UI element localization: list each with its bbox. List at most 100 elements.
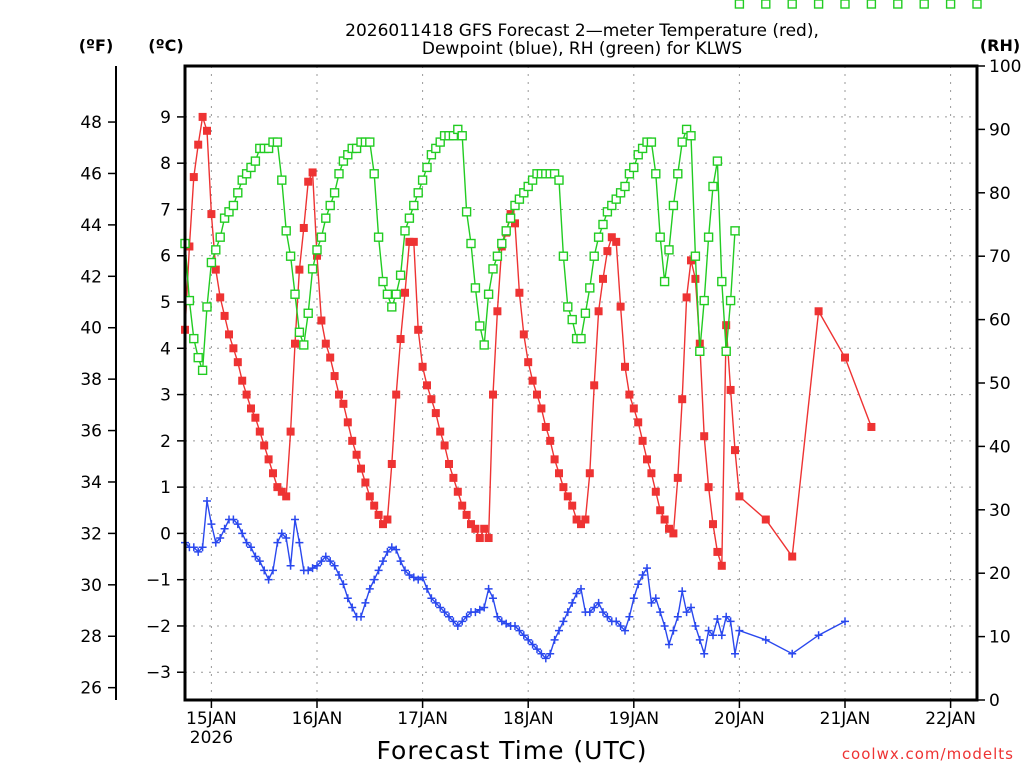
fahrenheit-tick-label: 36 — [80, 422, 102, 442]
rh-point — [554, 175, 564, 185]
temperature-point — [233, 358, 242, 367]
temperature-point — [203, 126, 211, 135]
rh-unit-label: (RH) — [980, 36, 1020, 55]
dewpoint-point — [559, 617, 568, 626]
temperature-point — [365, 492, 374, 501]
dewpoint-point — [427, 594, 436, 603]
rh-point — [365, 137, 375, 147]
series-line-rh — [184, 127, 736, 371]
dewpoint-point — [629, 594, 638, 603]
temperature-point — [374, 510, 383, 519]
fahrenheit-tick-label: 32 — [80, 524, 102, 544]
dewpoint-point — [515, 626, 524, 635]
dewpoint-point — [722, 612, 731, 621]
dewpoint-point — [841, 617, 849, 626]
dewpoint-point — [277, 529, 286, 538]
celsius-tick-label: −3 — [146, 663, 171, 683]
temperature-point — [625, 390, 634, 399]
rh-point — [250, 156, 261, 166]
x-tick-label: 17JAN — [397, 709, 448, 729]
temperature-point — [423, 381, 431, 390]
dewpoint-point — [682, 608, 691, 617]
rh-tick-label: 60 — [989, 311, 1011, 331]
dewpoint-point — [695, 635, 704, 644]
temperature-point — [269, 469, 277, 478]
temperature-point — [308, 168, 317, 177]
dewpoint-point — [665, 640, 673, 649]
temperature-point — [709, 520, 717, 529]
dewpoint-point — [519, 631, 528, 640]
rh-point — [369, 169, 379, 179]
fahrenheit-tick-label: 30 — [80, 576, 102, 596]
dewpoint-point — [471, 608, 480, 617]
temperature-point — [735, 492, 744, 501]
rh-point — [488, 264, 498, 274]
temperature-point — [572, 515, 581, 524]
temperature-point — [326, 353, 335, 362]
temperature-point — [660, 515, 669, 524]
temperature-point — [453, 487, 462, 496]
rh-point — [197, 365, 208, 376]
rh-tick-label: 40 — [989, 437, 1011, 457]
celsius-tick-label: −1 — [146, 571, 171, 591]
dewpoint-point — [343, 594, 352, 603]
dewpoint-point — [678, 587, 687, 596]
rh-point — [813, 0, 824, 9]
temperature-point — [387, 459, 396, 468]
rh-point — [457, 131, 467, 141]
dewpoint-point — [621, 626, 629, 635]
temperature-point — [255, 427, 264, 436]
celsius-tick-label: 9 — [160, 108, 171, 128]
dewpoint-point — [616, 621, 625, 630]
dewpoint-point — [691, 621, 700, 630]
rh-tick-label: 20 — [989, 564, 1011, 584]
temperature-point — [431, 409, 440, 418]
dewpoint-point — [475, 605, 484, 614]
rh-point — [373, 232, 384, 242]
temperature-point — [607, 233, 616, 242]
temperature-point — [409, 237, 418, 246]
temperature-point — [568, 501, 577, 510]
rh-point — [206, 257, 217, 268]
celsius-unit-label: (ºC) — [148, 36, 183, 55]
rh-point — [211, 245, 221, 255]
rh-point — [840, 0, 850, 9]
dewpoint-point — [462, 612, 471, 621]
rh-tick-label: 70 — [989, 247, 1011, 267]
rh-point — [580, 308, 591, 318]
rh-point — [690, 251, 701, 261]
rh-point — [708, 181, 718, 192]
temperature-point — [414, 325, 423, 334]
fahrenheit-tick-label: 34 — [80, 473, 102, 493]
dewpoint-point — [453, 621, 462, 630]
dewpoint-point — [788, 649, 797, 658]
dewpoint-point — [203, 497, 211, 506]
temperature-point — [361, 478, 370, 487]
rh-point — [668, 200, 679, 211]
temperature-point — [392, 390, 401, 399]
temperature-point — [467, 520, 475, 529]
temperature-point — [559, 483, 568, 492]
fahrenheit-tick-label: 42 — [80, 267, 102, 287]
x-tick-label: 21JAN — [820, 709, 871, 729]
dewpoint-point — [321, 552, 330, 561]
temperature-point — [471, 524, 480, 533]
rh-point — [919, 0, 929, 9]
temperature-point — [330, 372, 339, 381]
dewpoint-point — [647, 598, 656, 607]
celsius-tick-label: 3 — [160, 386, 171, 406]
dewpoint-point — [251, 552, 260, 561]
dewpoint-point — [599, 608, 607, 617]
temperature-point — [291, 339, 299, 348]
temperature-point — [761, 515, 770, 524]
rh-point — [299, 340, 309, 350]
temperature-point — [555, 469, 563, 478]
rh-point — [277, 175, 287, 185]
temperature-point — [480, 524, 489, 533]
dewpoint-point — [546, 649, 555, 658]
dewpoint-point — [273, 538, 282, 547]
dewpoint-point — [577, 584, 585, 593]
temperature-point — [519, 330, 528, 339]
